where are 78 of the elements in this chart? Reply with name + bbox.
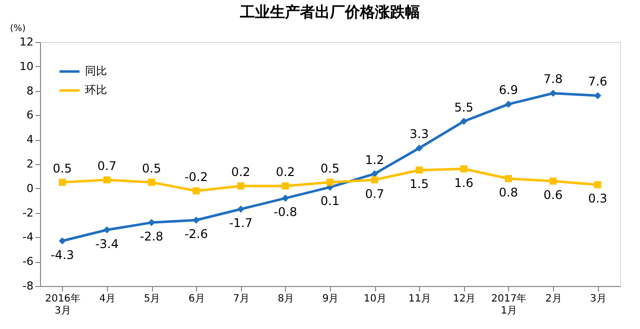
point [416,166,423,174]
chart-title: 工业生产者出厂价格涨跌幅 [239,3,420,21]
data-label: 1.2 [365,152,384,167]
y-tick-label: -6 [22,255,34,268]
y-tick-label: 2 [26,158,34,170]
legend-label: 同比 [85,64,107,78]
x-tick-label: 5月 [144,294,160,304]
data-label: 7.8 [544,72,563,86]
data-label: -1.7 [229,216,252,230]
x-tick-label: 12月 [452,294,476,304]
y-tick-label: 10 [20,60,34,73]
x-tick-label: 6月 [188,294,205,304]
y-tick-label: 12 [20,36,34,48]
point [594,181,602,188]
point [371,176,378,184]
data-label: 0.5 [142,161,162,176]
point [58,178,66,186]
y-tick-label: 6 [26,108,34,122]
data-label: -2.6 [184,227,208,242]
point [416,144,423,152]
data-label: 0.2 [276,164,295,179]
y-tick-label: 0 [26,182,34,195]
data-label: 3.3 [410,127,429,142]
point [504,100,512,108]
data-label: -3.4 [95,236,119,251]
data-label: 0.3 [588,192,608,206]
point [460,118,468,125]
point [326,178,334,186]
y-tick-label: -8 [22,280,34,292]
x-tick-label: 9月 [322,294,339,304]
point [103,176,110,184]
data-label: 1.6 [454,176,474,190]
data-label: 0.6 [544,188,563,202]
point [148,178,156,186]
point [504,175,512,182]
x-tick-label: 8月 [278,294,294,304]
y-tick-label: 4 [26,133,34,146]
point [550,90,557,97]
x-tick-label: 2016年 3月 [45,292,81,316]
point [237,206,244,213]
data-label: 0.8 [498,186,518,200]
data-label: -0.2 [184,170,208,184]
point [192,216,200,224]
point [192,187,200,194]
y-tick-label: -2 [22,206,34,220]
point [237,182,244,190]
point [282,194,289,202]
y-tick-label: -4 [22,230,34,244]
x-tick-label: 11月 [408,294,432,304]
point [103,226,110,234]
data-label: -0.8 [274,205,298,220]
data-label: 6.9 [498,83,518,98]
x-tick-label: 7月 [233,294,250,304]
data-label: 0.5 [52,161,72,176]
data-label: -2.8 [140,230,164,244]
data-label: 0.5 [320,161,340,176]
y-tick-label: 8 [26,84,34,98]
x-tick-label: 3月 [590,294,606,304]
x-tick-label: 4月 [99,294,116,304]
y-axis-title: (%) [10,24,26,34]
point [282,182,289,190]
point [58,237,66,244]
x-tick-label: 2月 [545,294,562,304]
data-label: 0.7 [97,158,116,173]
data-label: 7.6 [588,74,608,89]
data-label: 0.7 [365,186,384,201]
data-label: 1.5 [410,177,429,192]
legend-label: 环比 [85,84,107,96]
data-label: -4.3 [50,248,74,262]
point [460,165,468,172]
point [550,178,557,185]
point [594,92,602,100]
data-label: 0.2 [231,164,250,179]
x-tick-label: 2017年 1月 [491,292,527,316]
point [371,170,378,178]
x-tick-label: 10月 [364,294,386,304]
data-label: 0.1 [320,194,340,208]
data-label: 5.5 [454,100,474,114]
